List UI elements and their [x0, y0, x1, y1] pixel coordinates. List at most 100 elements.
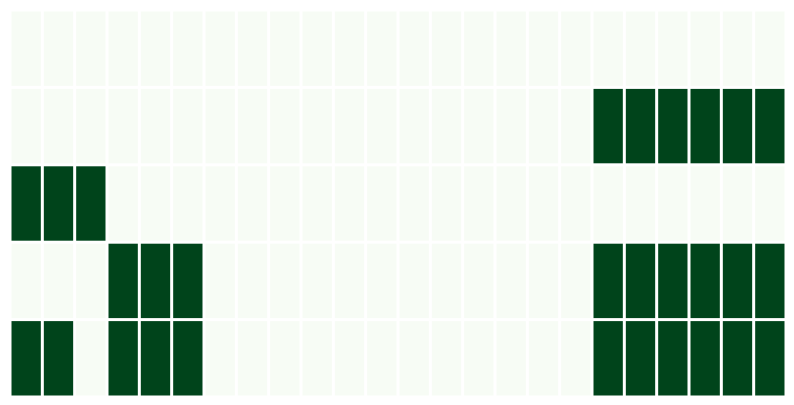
- heatmap-cell-r4-c8: [270, 321, 300, 396]
- heatmap-cell-r2-c23: [755, 166, 785, 241]
- heatmap-cell-r3-c20: [658, 243, 688, 319]
- heatmap-cell-r2-c3: [108, 166, 138, 241]
- heatmap-cell-r4-c2: [76, 321, 106, 396]
- heatmap-cell-r2-c13: [431, 166, 462, 241]
- heatmap-cell-r2-c0: [11, 166, 41, 241]
- heatmap-cell-r2-c17: [561, 166, 591, 241]
- heatmap-cell-r2-c16: [528, 166, 559, 241]
- heatmap-cell-r3-c3: [108, 243, 138, 319]
- heatmap-cell-r4-c23: [755, 321, 785, 396]
- heatmap-cell-r2-c19: [625, 166, 656, 241]
- heatmap-cell-r4-c0: [11, 321, 41, 396]
- heatmap-cell-r1-c0: [11, 88, 41, 164]
- heatmap-cell-r4-c1: [43, 321, 74, 396]
- heatmap-cell-r3-c7: [237, 243, 268, 319]
- heatmap-cell-r0-c1: [43, 11, 74, 86]
- heatmap-cell-r0-c5: [173, 11, 203, 86]
- heatmap-cell-r2-c10: [334, 166, 365, 241]
- heatmap-cell-r3-c8: [270, 243, 300, 319]
- heatmap-cell-r0-c9: [302, 11, 332, 86]
- heatmap-cell-r3-c15: [496, 243, 526, 319]
- heatmap-cell-r1-c13: [431, 88, 462, 164]
- heatmap-cell-r0-c10: [334, 11, 365, 86]
- heatmap-cell-r3-c6: [205, 243, 235, 319]
- heatmap-cell-r3-c16: [528, 243, 559, 319]
- heatmap-cell-r4-c20: [658, 321, 688, 396]
- heatmap-cell-r3-c19: [625, 243, 656, 319]
- heatmap-cell-r0-c13: [431, 11, 462, 86]
- heatmap-cell-r3-c14: [464, 243, 494, 319]
- heatmap-cell-r2-c12: [399, 166, 429, 241]
- heatmap-cell-r4-c13: [431, 321, 462, 396]
- heatmap-cell-r2-c7: [237, 166, 268, 241]
- heatmap-cell-r4-c10: [334, 321, 365, 396]
- heatmap-cell-r2-c1: [43, 166, 74, 241]
- heatmap-cell-r1-c7: [237, 88, 268, 164]
- heatmap-cell-r0-c8: [270, 11, 300, 86]
- heatmap-cell-r3-c21: [690, 243, 720, 319]
- heatmap-cell-r3-c13: [431, 243, 462, 319]
- heatmap-cell-r0-c20: [658, 11, 688, 86]
- heatmap-cell-r1-c15: [496, 88, 526, 164]
- heatmap-cell-r4-c11: [367, 321, 397, 396]
- heatmap-cell-r0-c15: [496, 11, 526, 86]
- heatmap-cell-r0-c3: [108, 11, 138, 86]
- heatmap-cell-r0-c16: [528, 11, 559, 86]
- heatmap-cell-r0-c0: [11, 11, 41, 86]
- heatmap-cell-r1-c11: [367, 88, 397, 164]
- heatmap-cell-r0-c23: [755, 11, 785, 86]
- heatmap-cell-r4-c4: [140, 321, 171, 396]
- heatmap-cell-r3-c5: [173, 243, 203, 319]
- heatmap-cell-r0-c18: [593, 11, 623, 86]
- heatmap-cell-r1-c8: [270, 88, 300, 164]
- heatmap-cell-r4-c19: [625, 321, 656, 396]
- heatmap-cell-r1-c18: [593, 88, 623, 164]
- heatmap-cell-r4-c12: [399, 321, 429, 396]
- heatmap-cell-r4-c9: [302, 321, 332, 396]
- heatmap-cell-r1-c22: [722, 88, 753, 164]
- heatmap-cell-r0-c22: [722, 11, 753, 86]
- heatmap-cell-r4-c17: [561, 321, 591, 396]
- heatmap-cell-r2-c6: [205, 166, 235, 241]
- heatmap-cell-r1-c23: [755, 88, 785, 164]
- heatmap-cell-r2-c11: [367, 166, 397, 241]
- heatmap-cell-r4-c14: [464, 321, 494, 396]
- heatmap-cell-r3-c0: [11, 243, 41, 319]
- heatmap-cell-r4-c6: [205, 321, 235, 396]
- heatmap-cell-r1-c4: [140, 88, 171, 164]
- heatmap-cell-r4-c7: [237, 321, 268, 396]
- heatmap-cell-r2-c15: [496, 166, 526, 241]
- heatmap-cell-r3-c4: [140, 243, 171, 319]
- heatmap-cell-r4-c3: [108, 321, 138, 396]
- heatmap-cell-r1-c20: [658, 88, 688, 164]
- heatmap-cell-r1-c19: [625, 88, 656, 164]
- heatmap-cell-r0-c21: [690, 11, 720, 86]
- heatmap-cell-r0-c7: [237, 11, 268, 86]
- heatmap-cell-r0-c11: [367, 11, 397, 86]
- heatmap-cell-r4-c15: [496, 321, 526, 396]
- heatmap-cell-r0-c2: [76, 11, 106, 86]
- heatmap-cell-r1-c16: [528, 88, 559, 164]
- heatmap-cell-r1-c1: [43, 88, 74, 164]
- heatmap-cell-r3-c23: [755, 243, 785, 319]
- heatmap-cell-r1-c5: [173, 88, 203, 164]
- heatmap-cell-r4-c18: [593, 321, 623, 396]
- heatmap-cell-r0-c19: [625, 11, 656, 86]
- heatmap-cell-r4-c22: [722, 321, 753, 396]
- heatmap-cell-r2-c21: [690, 166, 720, 241]
- heatmap-cell-r3-c9: [302, 243, 332, 319]
- heatmap-cell-r1-c10: [334, 88, 365, 164]
- heatmap-cell-r1-c14: [464, 88, 494, 164]
- heatmap-cell-r2-c9: [302, 166, 332, 241]
- heatmap-cell-r3-c18: [593, 243, 623, 319]
- heatmap-cell-r1-c6: [205, 88, 235, 164]
- heatmap-cell-r3-c2: [76, 243, 106, 319]
- heatmap-cell-r2-c8: [270, 166, 300, 241]
- heatmap-cell-r1-c2: [76, 88, 106, 164]
- heatmap-cell-r2-c4: [140, 166, 171, 241]
- heatmap-cell-r2-c2: [76, 166, 106, 241]
- heatmap-cell-r3-c22: [722, 243, 753, 319]
- heatmap-cell-r3-c11: [367, 243, 397, 319]
- heatmap-cell-r2-c20: [658, 166, 688, 241]
- heatmap-cell-r1-c12: [399, 88, 429, 164]
